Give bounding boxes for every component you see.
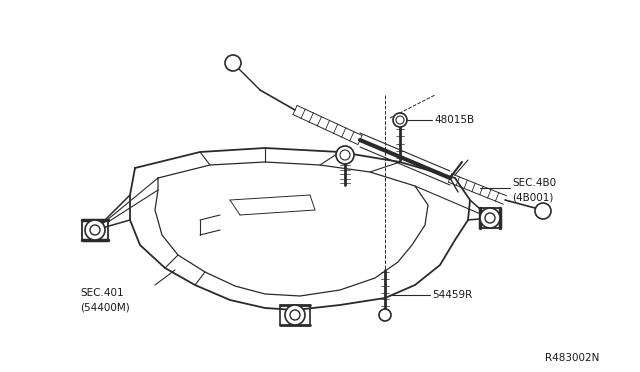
Text: (54400M): (54400M) (80, 302, 130, 312)
Circle shape (225, 55, 241, 71)
Text: SEC.401: SEC.401 (80, 288, 124, 298)
Text: 48015B: 48015B (434, 115, 474, 125)
Circle shape (480, 208, 500, 228)
Circle shape (379, 309, 391, 321)
Text: SEC.4B0: SEC.4B0 (512, 178, 556, 188)
Circle shape (393, 113, 407, 127)
Text: 54459R: 54459R (432, 290, 472, 300)
Text: (4B001): (4B001) (512, 192, 554, 202)
Text: R483002N: R483002N (545, 353, 600, 363)
Circle shape (285, 305, 305, 325)
Circle shape (535, 203, 551, 219)
Circle shape (85, 220, 105, 240)
Circle shape (336, 146, 354, 164)
